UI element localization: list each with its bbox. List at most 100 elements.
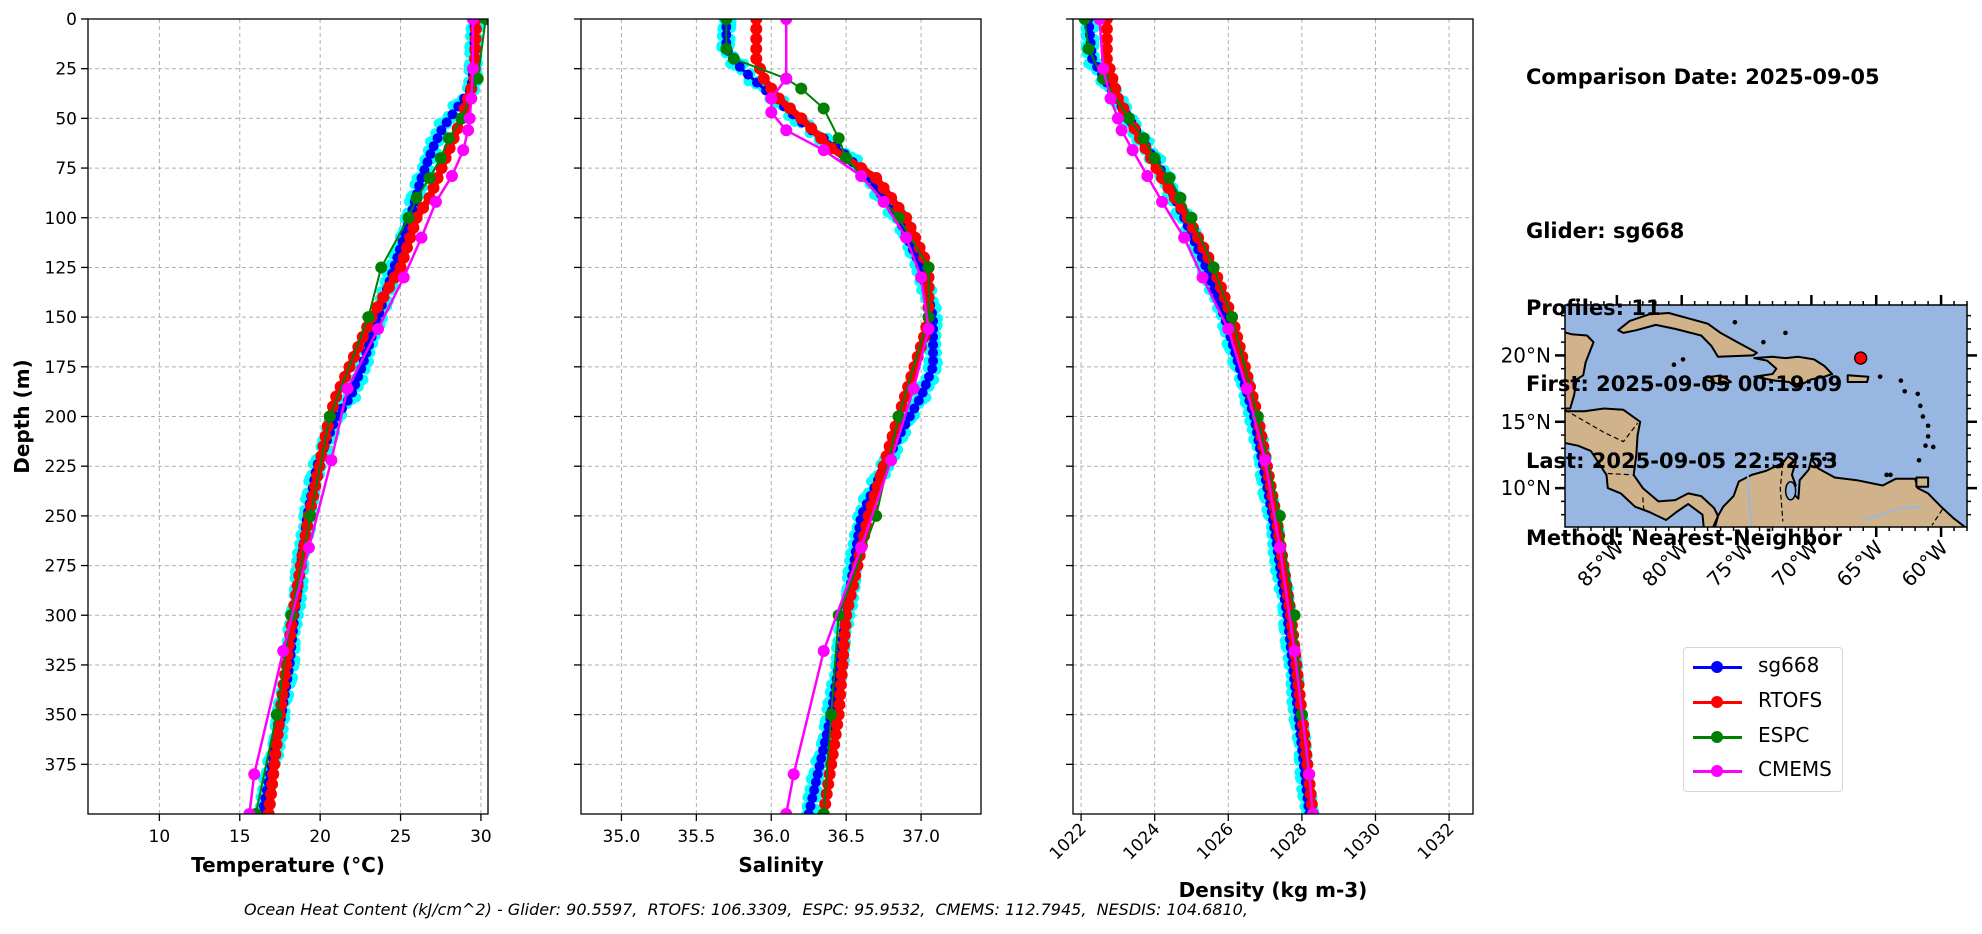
- data-point: [750, 19, 763, 25]
- data-point: [400, 241, 413, 254]
- data-point: [1185, 211, 1198, 224]
- data-point: [1273, 509, 1286, 522]
- data-point: [429, 195, 442, 208]
- data-point: [466, 19, 479, 25]
- data-point: [780, 19, 793, 25]
- data-point: [780, 808, 793, 814]
- latitude-label: 15°N: [1501, 410, 1551, 434]
- y-tick-label: 300: [45, 606, 77, 626]
- y-tick-label: 200: [45, 408, 77, 428]
- island: [1918, 403, 1923, 409]
- latitude-label: 20°N: [1501, 343, 1551, 367]
- data-point: [479, 19, 488, 25]
- map-frame: [1564, 304, 1968, 528]
- data-point: [1240, 382, 1253, 395]
- data-point: [394, 261, 407, 274]
- x-tick-label: 37.0: [902, 827, 940, 847]
- data-point: [877, 181, 890, 194]
- data-point: [371, 301, 384, 314]
- data-point: [805, 801, 816, 812]
- data-point: [928, 347, 939, 358]
- island: [1884, 472, 1889, 478]
- data-point: [309, 480, 322, 493]
- data-point: [268, 758, 281, 771]
- landmass-cuba: [1617, 312, 1758, 358]
- data-point: [1174, 191, 1187, 204]
- island: [1930, 444, 1936, 450]
- data-point: [836, 658, 849, 671]
- data-point: [404, 231, 417, 244]
- data-point: [432, 133, 443, 144]
- data-point: [382, 281, 395, 294]
- data-point: [1222, 323, 1235, 336]
- island: [1822, 456, 1827, 462]
- data-point: [466, 62, 479, 75]
- data-point: [819, 737, 830, 748]
- data-point: [1100, 42, 1113, 55]
- data-point: [1225, 311, 1238, 324]
- data-point: [809, 785, 820, 796]
- data-point: [1288, 609, 1301, 622]
- data-point: [1104, 92, 1117, 105]
- longitude-label: 60°W: [1897, 535, 1953, 591]
- ocean-heat-content-footer: Ocean Heat Content (kJ/cm^2) - Glider: 9…: [244, 900, 1248, 919]
- glider-name: Glider: sg668: [1526, 218, 1685, 243]
- data-point: [870, 172, 883, 184]
- island: [1680, 357, 1686, 362]
- data-point: [465, 92, 478, 105]
- island: [1898, 378, 1904, 383]
- data-point: [757, 72, 770, 85]
- x-tick-label: 35.5: [677, 827, 715, 847]
- island: [1902, 388, 1908, 394]
- river: [1862, 505, 1922, 521]
- landmass-hispaniola: [1753, 355, 1834, 389]
- data-point: [924, 371, 935, 382]
- data-point: [262, 808, 275, 814]
- axes-frame: [580, 18, 982, 815]
- data-point: [1303, 768, 1316, 781]
- data-point: [920, 379, 931, 390]
- data-point: [422, 157, 433, 168]
- island: [1925, 434, 1931, 439]
- island: [1915, 391, 1921, 397]
- data-point: [325, 454, 338, 467]
- y-tick-label: 100: [45, 209, 77, 229]
- first-profile-time: First: 2025-09-05 00:19:09: [1526, 372, 1843, 397]
- data-point: [1163, 172, 1176, 184]
- data-point: [817, 808, 830, 814]
- data-point: [277, 645, 290, 658]
- data-point: [1082, 42, 1095, 55]
- data-point: [442, 132, 455, 145]
- data-point: [1288, 645, 1301, 658]
- data-point: [1273, 541, 1286, 554]
- landmass-trinidad: [1915, 476, 1930, 488]
- data-point: [372, 323, 385, 336]
- data-point: [750, 22, 763, 35]
- data-point: [419, 165, 430, 176]
- x-tick-label: 15: [229, 827, 251, 847]
- data-point: [915, 271, 928, 284]
- data-point: [377, 291, 390, 304]
- data-point: [243, 808, 256, 814]
- series-cmems: [1093, 19, 1319, 814]
- data-point: [270, 738, 283, 751]
- data-point: [1141, 170, 1154, 183]
- landmass-puerto-rico: [1846, 374, 1870, 383]
- y-tick-label: 0: [66, 10, 77, 30]
- data-point: [1207, 261, 1220, 274]
- data-point: [855, 541, 868, 554]
- island: [1810, 452, 1815, 458]
- landmass-jamaica: [1702, 374, 1732, 386]
- river: [1609, 450, 1634, 476]
- data-point: [1137, 132, 1150, 145]
- y-axis-label: Depth (m): [10, 359, 34, 473]
- data-point: [846, 579, 859, 592]
- island: [1877, 374, 1883, 379]
- data-point: [445, 170, 458, 183]
- comparison-method: Method: Nearest-Neighbor: [1526, 525, 1842, 550]
- legend-marker-icon: [1711, 696, 1723, 708]
- data-point: [783, 102, 796, 115]
- data-point: [1093, 19, 1106, 25]
- data-point: [913, 241, 926, 254]
- x-tick-label: 1030: [1340, 819, 1385, 864]
